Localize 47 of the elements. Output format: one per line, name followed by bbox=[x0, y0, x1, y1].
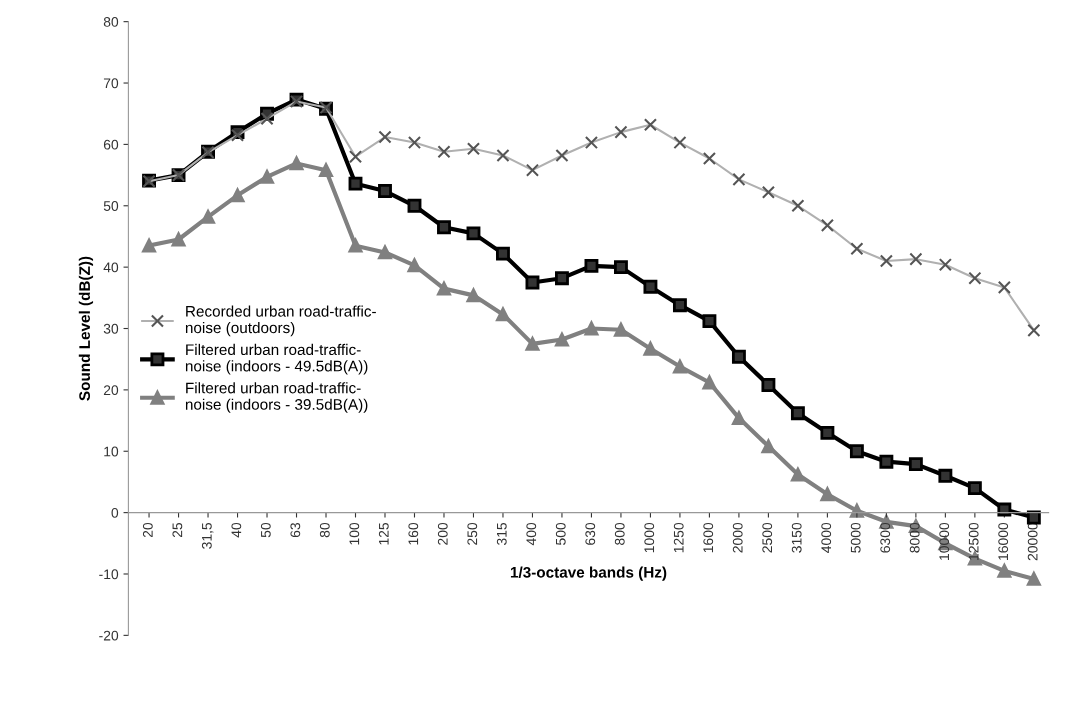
x-tick-label: 4000 bbox=[821, 522, 832, 553]
x-tick-label: 31,5 bbox=[201, 522, 214, 549]
x-tick-label: 160 bbox=[408, 522, 419, 545]
y-tick-label: 80 bbox=[103, 16, 119, 27]
x-tick-label: 8000 bbox=[909, 522, 920, 553]
y-tick-label: 70 bbox=[103, 78, 119, 89]
x-tick-label: 1250 bbox=[673, 522, 684, 553]
legend-label: Filtered urban road-traffic-noise (indoors - 49.5dB(A)) bbox=[185, 343, 368, 375]
x-tick-label: 5000 bbox=[850, 522, 861, 553]
legend-label: Recorded urban road-traffic-noise (outdoors) bbox=[185, 305, 376, 337]
x-tick-label: 63 bbox=[290, 522, 301, 538]
y-tick-label: 50 bbox=[103, 201, 119, 211]
y-tick-label: -10 bbox=[99, 569, 119, 580]
x-tick-label: 200 bbox=[437, 522, 448, 545]
x-tick-label: 250 bbox=[467, 522, 478, 545]
y-tick-label: -20 bbox=[99, 630, 119, 641]
x-tick-label: 20 bbox=[142, 522, 153, 538]
y-tick-label: 10 bbox=[104, 446, 119, 457]
x-tick-label: 500 bbox=[555, 522, 566, 545]
x-tick-label: 80 bbox=[319, 522, 330, 538]
y-axis-title: Sound Level (dB(Z)) bbox=[78, 256, 94, 401]
y-tick-label: 20 bbox=[103, 385, 119, 396]
x-tick-label: 40 bbox=[231, 522, 242, 538]
x-tick-label: 315 bbox=[496, 522, 507, 545]
x-tick-label: 10000 bbox=[939, 522, 950, 560]
legend-label: Filtered urban road-traffic-noise (indoors - 39.5dB(A)) bbox=[185, 382, 368, 413]
x-tick-label: 2000 bbox=[732, 522, 743, 553]
x-tick-label: 12500 bbox=[968, 522, 979, 560]
x-tick-label: 3150 bbox=[791, 522, 802, 553]
x-tick-label: 16000 bbox=[998, 522, 1009, 560]
y-tick-label: 30 bbox=[103, 323, 119, 334]
x-tick-label: 400 bbox=[526, 522, 537, 546]
y-tick-label: 40 bbox=[103, 262, 119, 273]
x-tick-label: 25 bbox=[172, 522, 183, 538]
x-tick-label: 125 bbox=[378, 522, 389, 545]
x-tick-label: 1600 bbox=[703, 522, 714, 553]
x-tick-label: 2500 bbox=[762, 522, 773, 553]
x-tick-label: 1000 bbox=[644, 522, 655, 553]
x-tick-label: 20000 bbox=[1027, 522, 1038, 561]
x-tick-label: 100 bbox=[349, 522, 360, 545]
x-tick-label: 630 bbox=[585, 522, 596, 545]
y-tick-label: 0 bbox=[111, 507, 119, 518]
x-axis-title: 1/3-octave bands (Hz) bbox=[510, 566, 667, 581]
x-tick-label: 6300 bbox=[880, 522, 891, 553]
y-tick-label: 60 bbox=[103, 139, 119, 150]
x-tick-label: 800 bbox=[614, 522, 625, 545]
x-tick-label: 50 bbox=[260, 522, 271, 538]
